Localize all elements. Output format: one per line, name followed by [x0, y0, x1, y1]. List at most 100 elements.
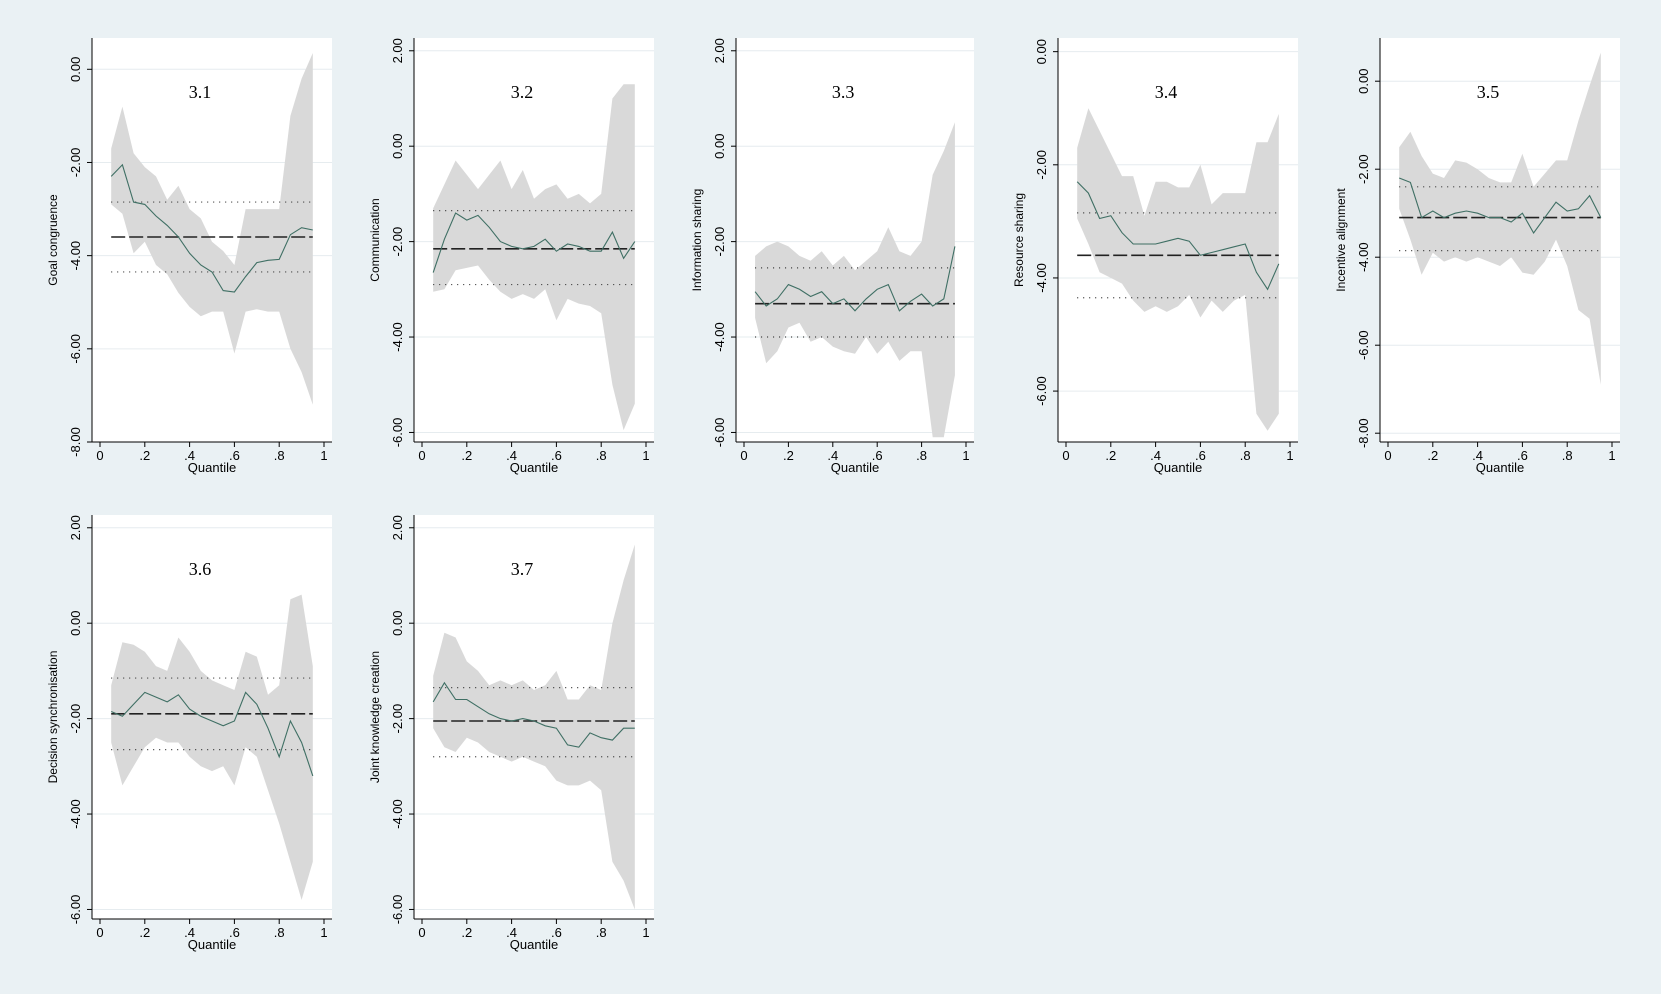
x-tick-label: .4 — [506, 448, 517, 463]
y-tick-label: -4.00 — [68, 799, 83, 829]
chart-panel-4: 0.00 -2.00 -4.00 -6.00 0 .2 .4 .6 .8 1 Quantile Res… — [1012, 38, 1298, 475]
confidence-band — [433, 84, 635, 431]
x-tick-label: 0 — [1384, 448, 1391, 463]
x-tick-label: .2 — [139, 925, 150, 940]
chart-panel-3: 2.00 0.00 -2.00 -4.00 -6.00 0 .2 .4 .6 .8 1 Quantil… — [690, 38, 974, 475]
confidence-band — [1399, 52, 1601, 385]
y-tick-label: -6.00 — [68, 334, 83, 364]
quantile-estimate-line — [432, 212, 636, 273]
y-tick-label: 2.00 — [68, 515, 83, 540]
y-tick-label: 0.00 — [1356, 69, 1371, 94]
y-tick-label: -6.00 — [390, 895, 405, 925]
x-tick-label: .2 — [139, 448, 150, 463]
confidence-band — [1077, 108, 1279, 431]
y-tick-label: 0.00 — [1034, 39, 1049, 64]
y-tick-label: -2.00 — [1356, 154, 1371, 184]
panel-label: 3.4 — [1155, 82, 1178, 102]
x-tick-label: .4 — [184, 925, 195, 940]
x-tick-label: 0 — [96, 448, 103, 463]
y-tick-label: 0.00 — [68, 57, 83, 82]
quantile-estimate-line — [110, 691, 314, 777]
x-tick-label: 0 — [1062, 448, 1069, 463]
x-tick-label: .6 — [229, 925, 240, 940]
chart-panel-6: 2.00 0.00 -2.00 -4.00 -6.00 0 .2 .4 .6 .8 1 Quantil… — [46, 515, 332, 952]
y-axis-title: Incentive alignment — [1334, 188, 1348, 292]
x-tick-label: 1 — [1608, 448, 1615, 463]
y-tick-label: -4.00 — [390, 799, 405, 829]
panel-label: 3.6 — [189, 559, 212, 579]
panel-label: 3.3 — [832, 82, 855, 102]
x-tick-label: 1 — [320, 448, 327, 463]
confidence-band — [433, 544, 635, 910]
x-axis-title: Quantile — [1476, 460, 1524, 475]
x-tick-label: .6 — [229, 448, 240, 463]
x-axis-title: Quantile — [510, 460, 558, 475]
y-tick-label: -4.00 — [1034, 263, 1049, 293]
y-tick-label: -6.00 — [1356, 330, 1371, 360]
y-tick-label: 0.00 — [390, 134, 405, 159]
x-tick-label: 0 — [96, 925, 103, 940]
panel-label: 3.7 — [511, 559, 534, 579]
y-axis-title: Resource sharing — [1012, 193, 1026, 287]
x-tick-label: .8 — [274, 925, 285, 940]
x-tick-label: .8 — [274, 448, 285, 463]
y-tick-label: -2.00 — [712, 227, 727, 257]
panel-label: 3.1 — [189, 82, 212, 102]
x-tick-label: 1 — [962, 448, 969, 463]
x-tick-label: .8 — [596, 448, 607, 463]
x-tick-label: .4 — [506, 925, 517, 940]
confidence-band — [111, 594, 313, 900]
y-tick-label: 0.00 — [390, 611, 405, 636]
x-axis-title: Quantile — [831, 460, 879, 475]
quantile-estimate-line — [1398, 177, 1602, 235]
chart-panel-1: 0.00 -2.00 -4.00 -6.00 -8.00 0 .2 .4 .6 .8 1 Quanti… — [46, 38, 332, 475]
chart-panel-7: 2.00 0.00 -2.00 -4.00 -6.00 0 .2 .4 .6 .8 1 Quantil… — [368, 515, 654, 952]
x-tick-label: .8 — [916, 448, 927, 463]
y-tick-label: -6.00 — [1034, 376, 1049, 406]
y-tick-label: 0.00 — [68, 611, 83, 636]
y-tick-label: -2.00 — [68, 148, 83, 178]
y-axis-title: Decision synchronisation — [46, 651, 60, 784]
x-tick-label: .2 — [1105, 448, 1116, 463]
x-tick-label: .6 — [872, 448, 883, 463]
confidence-band — [755, 122, 955, 438]
y-tick-label: -2.00 — [390, 227, 405, 257]
x-tick-label: .2 — [783, 448, 794, 463]
x-tick-label: 1 — [642, 448, 649, 463]
x-tick-label: .6 — [551, 448, 562, 463]
x-axis-title: Quantile — [188, 937, 236, 952]
y-tick-label: -4.00 — [390, 322, 405, 352]
y-axis-title: Goal congruence — [46, 194, 60, 286]
x-tick-label: 0 — [418, 925, 425, 940]
panel-label: 3.2 — [511, 82, 534, 102]
y-tick-label: -2.00 — [1034, 150, 1049, 180]
x-tick-label: .6 — [551, 925, 562, 940]
y-tick-label: 2.00 — [390, 38, 405, 63]
confidence-band — [111, 53, 313, 405]
x-tick-label: .2 — [461, 448, 472, 463]
x-tick-label: 0 — [740, 448, 747, 463]
y-axis-title: Joint knowledge creation — [368, 651, 382, 783]
chart-panel-2: 2.00 0.00 -2.00 -4.00 -6.00 0 .2 .4 .6 .8 1 Quantil… — [368, 38, 654, 475]
x-axis-title: Quantile — [510, 937, 558, 952]
y-tick-label: -6.00 — [390, 418, 405, 448]
x-axis-title: Quantile — [188, 460, 236, 475]
y-tick-label: 2.00 — [390, 515, 405, 540]
x-tick-label: .8 — [596, 925, 607, 940]
x-tick-label: 1 — [1286, 448, 1293, 463]
x-tick-label: .4 — [827, 448, 838, 463]
x-tick-label: .6 — [1195, 448, 1206, 463]
x-tick-label: .8 — [1240, 448, 1251, 463]
y-tick-label: -2.00 — [390, 704, 405, 734]
x-tick-label: .4 — [184, 448, 195, 463]
y-tick-label: -4.00 — [712, 322, 727, 352]
x-tick-label: .2 — [461, 925, 472, 940]
y-axis-title: Communication — [368, 198, 382, 281]
y-tick-label: -6.00 — [712, 418, 727, 448]
x-tick-label: .6 — [1517, 448, 1528, 463]
y-tick-label: 2.00 — [712, 38, 727, 63]
x-tick-label: 1 — [642, 925, 649, 940]
x-tick-label: .2 — [1427, 448, 1438, 463]
y-tick-label: 0.00 — [712, 134, 727, 159]
panel-label: 3.5 — [1477, 82, 1500, 102]
